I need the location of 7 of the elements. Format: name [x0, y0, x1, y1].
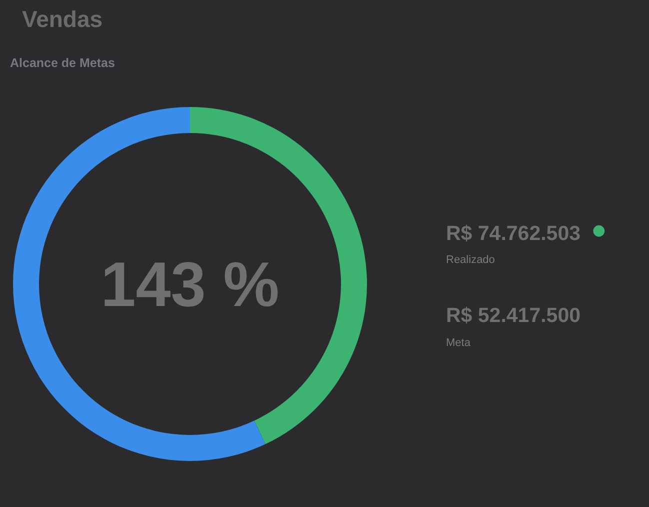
chart-subtitle: Alcance de Metas	[10, 56, 115, 70]
slice-label: Realizado	[446, 254, 495, 266]
chart-title: Vendas	[22, 6, 103, 32]
text: Meta	[446, 337, 472, 349]
text: 143 %	[100, 250, 280, 320]
text: R$ 74.762.503	[446, 222, 581, 245]
text: R$ 52.417.500	[446, 304, 581, 327]
